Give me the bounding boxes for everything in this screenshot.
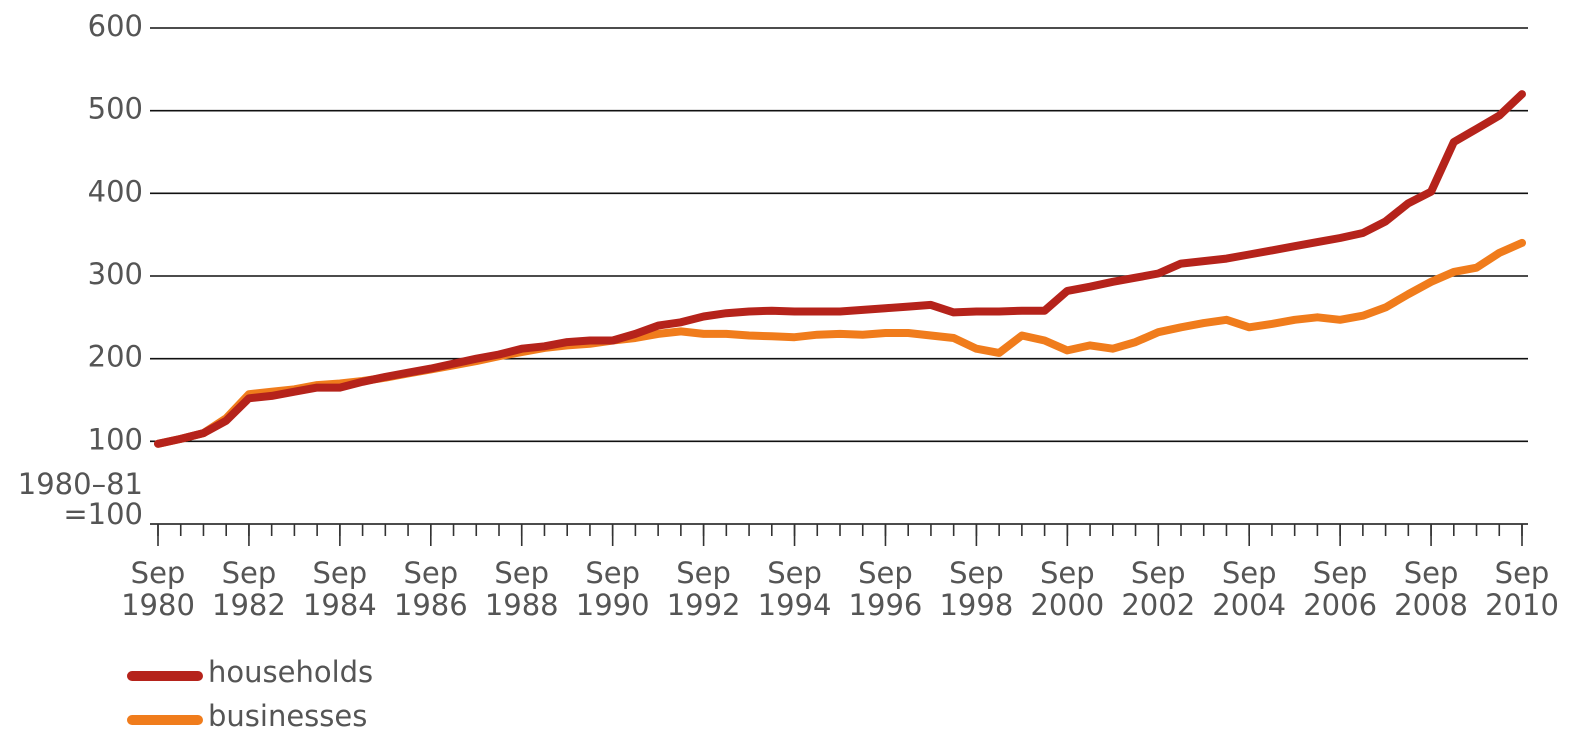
y-axis-label: 1980–81 =100 — [18, 467, 143, 531]
legend-label: businesses — [208, 699, 367, 733]
x-tick-label: Sep 1996 — [849, 556, 923, 622]
x-tick-label: Sep 2004 — [1212, 556, 1286, 622]
data-line — [154, 90, 1526, 448]
x-tick-label: Sep 2002 — [1121, 556, 1195, 622]
x-tick-label: Sep 1998 — [939, 556, 1013, 622]
x-tick-label: Sep 2010 — [1485, 556, 1559, 622]
x-tick-label: Sep 1984 — [303, 556, 377, 622]
x-tick-label: Sep 2006 — [1303, 556, 1377, 622]
x-tick-label: Sep 2000 — [1030, 556, 1104, 622]
x-tick-label: Sep 2008 — [1394, 556, 1468, 622]
x-tick-label: Sep 1988 — [485, 556, 559, 622]
x-tick-label: Sep 1994 — [758, 556, 832, 622]
x-tick-label: Sep 1990 — [576, 556, 650, 622]
y-tick-label: 200 — [88, 340, 143, 374]
y-tick-label: 400 — [88, 174, 143, 208]
legend-label: households — [208, 655, 373, 689]
data-line — [154, 238, 1526, 448]
y-tick-label: 100 — [88, 422, 143, 456]
x-tick-label: Sep 1986 — [394, 556, 468, 622]
y-tick-label: 500 — [88, 92, 143, 126]
y-tick-label: 600 — [88, 9, 143, 43]
x-tick-label: Sep 1982 — [212, 556, 286, 622]
x-tick-label: Sep 1992 — [667, 556, 741, 622]
y-tick-label: 300 — [88, 257, 143, 291]
x-tick-label: Sep 1980 — [121, 556, 195, 622]
